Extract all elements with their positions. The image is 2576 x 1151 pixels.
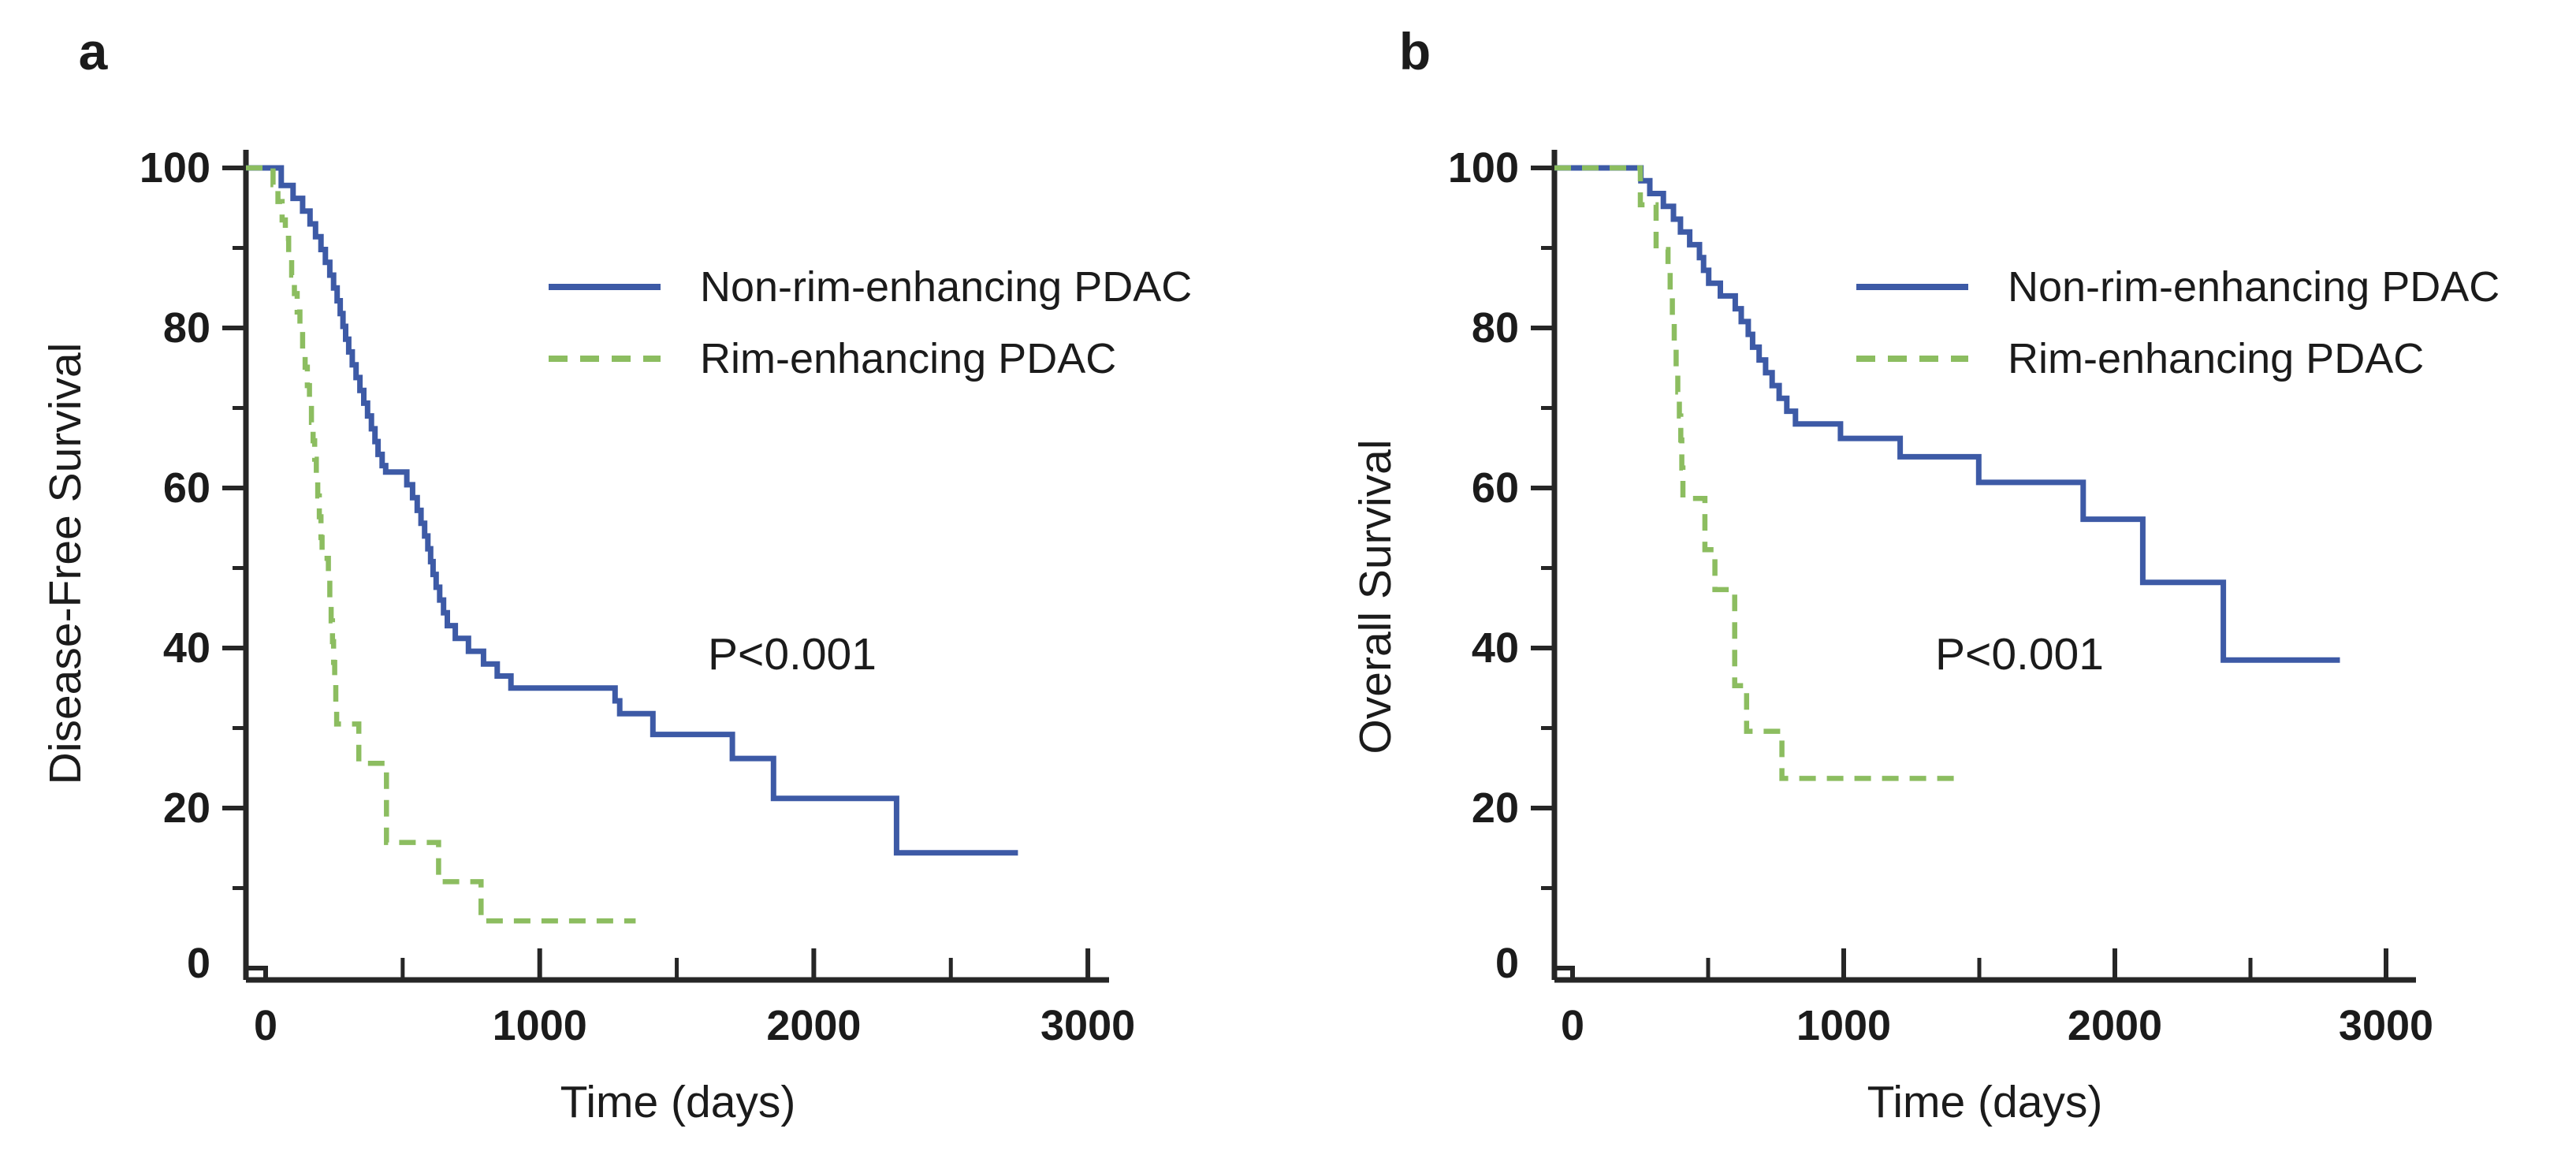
- x-tick-label: 2000: [766, 1002, 861, 1049]
- legend-label-non-rim-enhancing: Non-rim-enhancing PDAC: [2008, 263, 2500, 311]
- survival-curve-rim-enhancing: [1554, 165, 1965, 781]
- y-tick-label: 20: [163, 784, 210, 832]
- x-tick-label: 3000: [1040, 1002, 1135, 1049]
- panel-a-legend-samples: [549, 284, 661, 362]
- y-tick-label: 40: [163, 624, 210, 672]
- origin-notch: [246, 966, 268, 980]
- panel-b-legend-samples: [1856, 284, 1968, 362]
- panel-b-legend: Non-rim-enhancing PDAC Rim-enhancing PDA…: [1856, 263, 2500, 382]
- panel-a-y-axis-title: Disease-Free Survival: [40, 343, 91, 785]
- survival-curve-non-rim-enhancing: [1554, 165, 2340, 663]
- panel-a: a Disease-Free Survival Time (days) P<0.…: [40, 22, 1192, 1127]
- y-tick-label: 40: [1472, 624, 1519, 672]
- x-tick-label: 0: [254, 1002, 277, 1049]
- legend-label-rim-enhancing: Rim-enhancing PDAC: [700, 335, 1116, 382]
- y-tick-label: 100: [140, 144, 210, 192]
- x-tick-label: 3000: [2339, 1002, 2433, 1049]
- panel-b-letter: b: [1399, 22, 1431, 80]
- survival-curve-rim-enhancing: [246, 165, 636, 924]
- axis-lines: [1551, 150, 2416, 983]
- panel-a-legend: Non-rim-enhancing PDAC Rim-enhancing PDA…: [549, 263, 1192, 382]
- y-tick-label: 20: [1472, 784, 1519, 832]
- x-tick-label: 1000: [493, 1002, 587, 1049]
- x-tick-label: 2000: [2068, 1002, 2162, 1049]
- y-tick-label: 100: [1448, 144, 1519, 192]
- y-tick-label: 80: [1472, 304, 1519, 352]
- panel-a-letter: a: [79, 22, 109, 80]
- y-tick-label: 80: [163, 304, 210, 352]
- panel-a-x-axis-title: Time (days): [560, 1077, 796, 1127]
- panel-a-p-value: P<0.001: [708, 629, 877, 680]
- y-tick-label: 0: [1495, 940, 1519, 987]
- panel-b-x-axis-title: Time (days): [1867, 1077, 2103, 1127]
- panel-b-p-value: P<0.001: [1935, 629, 2104, 680]
- legend-label-non-rim-enhancing: Non-rim-enhancing PDAC: [700, 263, 1192, 311]
- y-tick-label: 60: [163, 464, 210, 512]
- panel-b: b Overall Survival Time (days) P<0.001 0…: [1350, 22, 2500, 1127]
- survival-curve-non-rim-enhancing: [246, 165, 1018, 856]
- legend-label-rim-enhancing: Rim-enhancing PDAC: [2008, 335, 2424, 382]
- x-tick-label: 0: [1561, 1002, 1584, 1049]
- y-tick-label: 0: [187, 940, 210, 987]
- panel-b-y-axis-title: Overall Survival: [1350, 439, 1401, 754]
- x-tick-label: 1000: [1796, 1002, 1891, 1049]
- origin-notch: [1554, 966, 1575, 980]
- y-tick-label: 60: [1472, 464, 1519, 512]
